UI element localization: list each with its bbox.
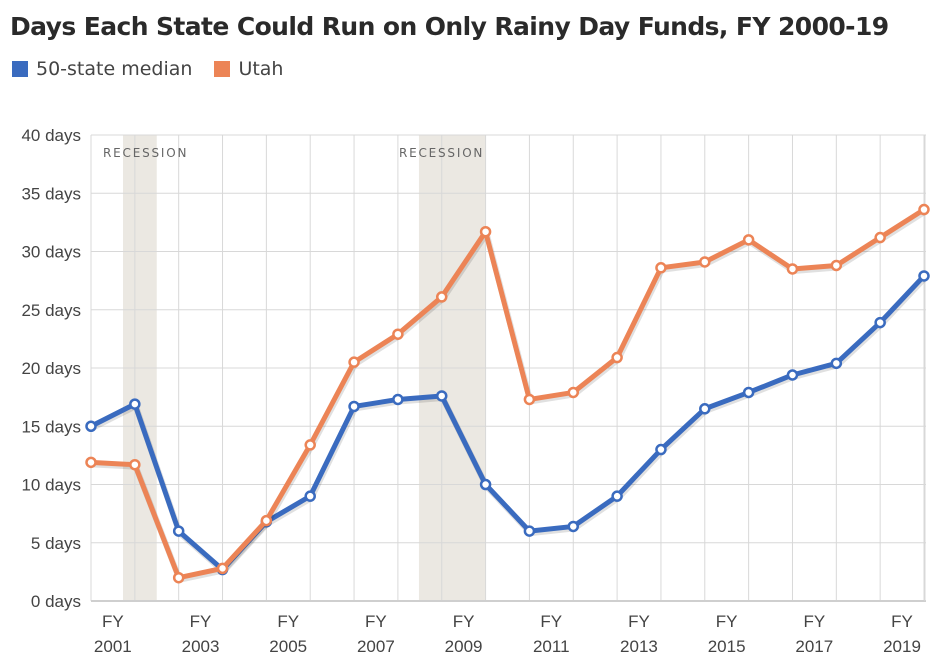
data-point-utah [830,259,843,272]
data-point-median [699,403,711,415]
x-tick-label-fy: FY [540,612,562,631]
x-tick-label-fy: FY [716,612,738,631]
data-point-utah [172,571,185,584]
x-tick-label-fy: FY [891,612,913,631]
data-point-median [830,357,843,370]
data-point-utah [655,262,667,274]
y-tick-label: 20 days [21,359,81,378]
recession-label: RECESSION [399,146,484,160]
data-point-utah [216,562,229,575]
x-tick-label-year: 2013 [620,637,658,656]
data-point-utah [742,234,755,246]
x-tick-label-year: 2019 [883,637,921,656]
data-point-median [392,393,404,406]
data-point-utah [129,458,141,471]
legend-swatch-utah [214,61,231,77]
y-tick-label: 35 days [21,184,81,203]
data-point-median [611,490,623,502]
x-tick-label-fy: FY [365,612,387,631]
legend-label-median: 50-state median [36,58,193,80]
y-tick-label: 10 days [21,476,81,495]
y-tick-label: 40 days [21,126,81,145]
legend-item-median: 50-state median [12,58,192,80]
x-tick-label-year: 2011 [533,637,570,656]
data-point-utah [479,225,492,238]
data-point-median [786,369,799,381]
data-point-median [304,490,316,502]
y-tick-label: 5 days [31,534,81,553]
data-point-utah [392,328,404,340]
data-point-utah [348,356,360,368]
x-tick-label-year: 2001 [94,637,132,656]
x-tick-label-year: 2005 [269,637,307,656]
data-point-utah [699,256,711,268]
data-point-utah [874,231,886,244]
data-point-utah [260,514,273,527]
x-tick-label-year: 2015 [708,637,746,656]
x-tick-label-fy: FY [277,612,299,631]
data-point-median [348,400,360,413]
data-point-median [567,520,580,533]
data-point-median [918,270,930,282]
x-tick-label-fy: FY [803,612,825,631]
chart-title: Days Each State Could Run on Only Rainy … [10,12,889,41]
x-tick-label-fy: FY [628,612,650,631]
data-point-utah [304,439,316,451]
data-point-utah [567,386,580,399]
series-line-utah [90,207,926,581]
legend-item-utah: Utah [214,58,283,80]
x-tick-label-fy: FY [453,612,475,631]
recession-label: RECESSION [103,146,188,160]
data-point-median [742,386,755,399]
x-tick-label-year: 2017 [795,637,833,656]
x-tick-label-year: 2003 [182,637,220,656]
legend: 50-state median Utah [12,58,283,80]
data-point-median [172,525,185,537]
x-tick-label-year: 2007 [357,637,395,656]
legend-label-utah: Utah [238,58,284,80]
data-point-utah [786,263,799,275]
data-point-utah [435,291,448,303]
data-point-median [85,420,97,432]
data-point-median [874,316,886,329]
data-point-median [655,443,667,456]
y-tick-label: 30 days [21,243,81,262]
y-tick-label: 25 days [21,301,81,320]
x-tick-label-year: 2009 [445,637,483,656]
y-tick-label: 0 days [31,592,81,611]
data-point-utah [85,456,97,469]
data-point-utah [918,203,930,216]
data-point-median [129,398,141,410]
legend-swatch-median [12,61,28,77]
data-point-utah [611,351,623,364]
data-point-median [479,478,492,491]
x-tick-label-fy: FY [190,612,212,631]
data-point-utah [523,393,536,406]
y-tick-label: 15 days [21,417,81,436]
data-point-median [523,525,536,537]
data-point-median [435,390,448,402]
x-tick-label-fy: FY [102,612,124,631]
